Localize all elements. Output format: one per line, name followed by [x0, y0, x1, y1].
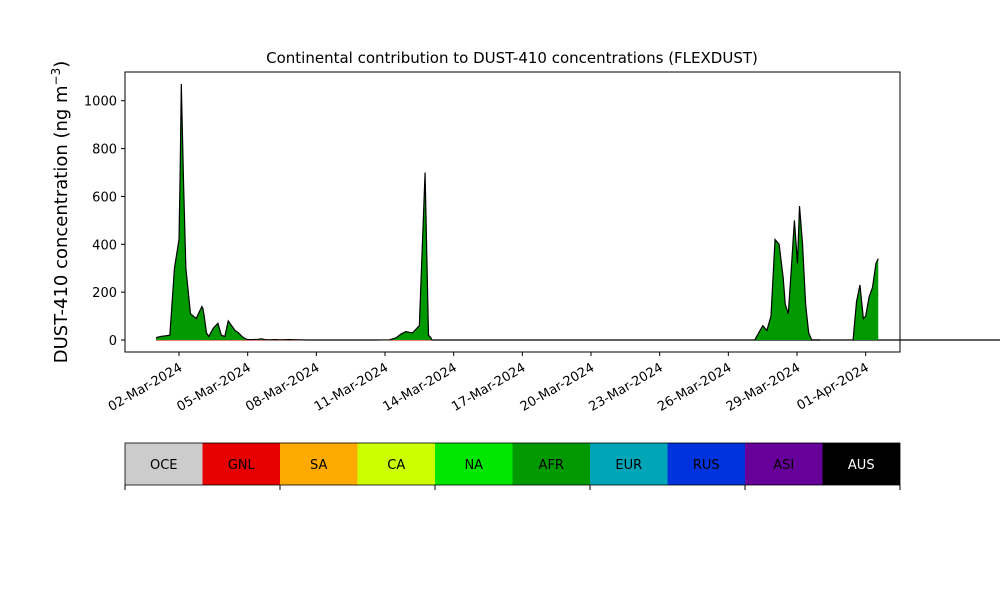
x-tick-label: 05-Mar-2024 — [175, 360, 254, 414]
plot-area — [155, 83, 1000, 341]
legend-frame — [124, 442, 901, 486]
legend-swatch-gnl — [202, 443, 280, 485]
x-tick-label: 08-Mar-2024 — [243, 360, 322, 414]
x-tick-label: 20-Mar-2024 — [518, 360, 597, 414]
y-tick-label: 0 — [109, 334, 117, 349]
region-legend: OCE GNL SA CA NA AFR EUR RUS ASI AUS — [124, 442, 901, 490]
legend-swatch-sa — [280, 443, 358, 485]
legend-swatch-afr — [512, 443, 590, 485]
y-axis-label-close: ) — [51, 61, 72, 68]
x-tick-label: 14-Mar-2024 — [381, 360, 460, 414]
chart-title: Continental contribution to DUST-410 con… — [266, 49, 758, 67]
total-line-late — [754, 205, 820, 341]
legend-label-aus: AUS — [848, 458, 875, 473]
legend-label-asi: ASI — [773, 458, 794, 473]
legend-label-oce: OCE — [150, 458, 178, 473]
y-tick-label: 600 — [92, 190, 117, 205]
y-tick-label: 800 — [92, 143, 117, 158]
y-axis-label: DUST-410 concentration (ng m−3) — [49, 61, 72, 364]
legend-label-eur: EUR — [615, 458, 642, 473]
x-tick-label: 17-Mar-2024 — [449, 360, 528, 414]
total-line-april — [852, 258, 879, 341]
legend-swatch-aus — [822, 443, 900, 485]
legend-swatch-asi — [745, 443, 823, 485]
legend-swatch-eur — [590, 443, 668, 485]
legend-swatch-na — [435, 443, 513, 485]
legend-label-rus: RUS — [693, 458, 720, 473]
legend-swatch-oce — [125, 443, 203, 485]
y-tick-label: 400 — [92, 238, 117, 253]
legend-swatch-rus — [667, 443, 745, 485]
x-tick-label: 26-Mar-2024 — [655, 360, 734, 414]
afr-area-late — [754, 206, 820, 341]
y-tick-label: 1000 — [84, 95, 117, 110]
x-axis-ticks: 02-Mar-202405-Mar-202408-Mar-202411-Mar-… — [106, 352, 872, 415]
legend-label-na: NA — [464, 458, 483, 473]
x-tick-label: 23-Mar-2024 — [587, 360, 666, 414]
x-tick-label: 02-Mar-2024 — [106, 360, 185, 414]
y-tick-label: 200 — [92, 286, 117, 301]
total-line — [155, 83, 1000, 341]
legend-label-ca: CA — [387, 458, 405, 473]
x-tick-label: 29-Mar-2024 — [724, 360, 803, 414]
x-tick-label: 01-Apr-2024 — [795, 360, 872, 413]
legend-label-sa: SA — [310, 458, 327, 473]
legend-swatch-ca — [357, 443, 435, 485]
y-axis-label-superscript: −3 — [49, 68, 63, 86]
legend-label-afr: AFR — [539, 458, 564, 473]
x-tick-label: 11-Mar-2024 — [312, 360, 391, 414]
y-axis-label-main: DUST-410 concentration (ng m — [51, 85, 72, 363]
legend-label-gnl: GNL — [228, 458, 256, 473]
afr-area-april — [853, 258, 879, 341]
plot-frame — [124, 71, 901, 353]
y-axis-ticks: 0 200 400 600 800 1000 — [84, 95, 125, 349]
